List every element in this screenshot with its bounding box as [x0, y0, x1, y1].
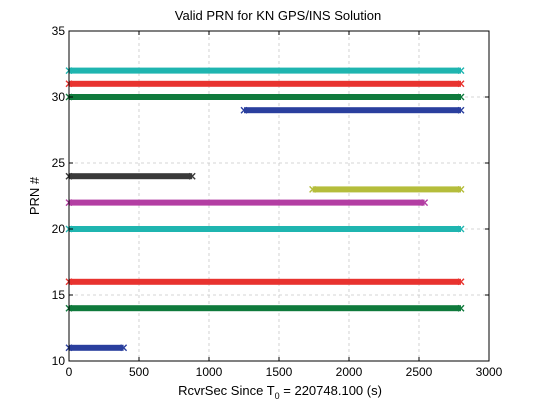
prn-29-end-marker — [457, 106, 465, 114]
prn-29-band — [244, 107, 461, 114]
prn-24-series — [65, 172, 196, 180]
prn-32-series — [65, 67, 465, 75]
prn-30-band — [69, 94, 461, 100]
prn-31-band — [69, 80, 461, 87]
x-tick-label: 2000 — [336, 365, 363, 379]
x-tick-label: 1000 — [196, 365, 223, 379]
prn-20-end-marker — [457, 225, 465, 233]
prn-20-band — [69, 226, 461, 232]
x-axis-label-tail: = 220748.100 (s) — [280, 383, 382, 398]
x-tick-label: 2500 — [406, 365, 433, 379]
prn-29-series — [240, 106, 465, 114]
y-tick-label: 30 — [52, 90, 66, 104]
y-axis-label: PRN # — [27, 176, 42, 215]
y-tick-label: 35 — [52, 24, 66, 38]
prn-24-end-marker — [188, 172, 196, 180]
chart-title: Valid PRN for KN GPS/INS Solution — [175, 8, 381, 23]
prn-24-band — [69, 173, 193, 180]
prn-11-band — [69, 344, 124, 351]
grid-lines — [69, 31, 489, 361]
prn-14-end-marker — [457, 304, 465, 312]
prn-29-start-marker — [240, 106, 248, 114]
x-tick-label: 500 — [129, 365, 149, 379]
prn-32-band — [69, 67, 461, 74]
prn-30-end-marker — [457, 93, 465, 101]
prn-23-end-marker — [457, 185, 465, 193]
x-axis-label-main: RcvrSec Since T — [178, 383, 275, 398]
prn-23-band — [312, 186, 461, 193]
prn-22-series — [65, 199, 429, 207]
prn-14-band — [69, 305, 461, 312]
prn-23-series — [309, 185, 465, 193]
prn-31-series — [65, 80, 465, 88]
x-tick-label: 3000 — [476, 365, 503, 379]
prn-30-series — [65, 93, 465, 101]
prn-22-band — [69, 199, 425, 206]
prn-11-series — [65, 344, 128, 352]
prn-16-series — [65, 278, 465, 286]
prn-16-band — [69, 278, 461, 285]
prn-23-start-marker — [309, 185, 317, 193]
y-tick-label: 10 — [52, 354, 66, 368]
series-group — [65, 67, 465, 352]
y-tick-label: 20 — [52, 222, 66, 236]
x-axis-label-subscript: 0 — [275, 391, 280, 401]
axis-ticks: 0 500 1000 1500 2000 2500 3000 10 15 20 25 30 35 — [52, 24, 503, 379]
x-tick-label: 1500 — [266, 365, 293, 379]
prn-20-series — [65, 225, 465, 233]
prn-31-end-marker — [457, 80, 465, 88]
prn-22-end-marker — [421, 199, 429, 207]
x-tick-label: 0 — [66, 365, 73, 379]
prn-16-end-marker — [457, 278, 465, 286]
x-axis-label: RcvrSec Since T0 = 220748.100 (s) — [178, 383, 382, 401]
y-tick-label: 15 — [52, 288, 66, 302]
prn-11-end-marker — [120, 344, 128, 352]
prn-14-series — [65, 304, 465, 312]
y-tick-label: 25 — [52, 156, 66, 170]
prn-32-end-marker — [457, 67, 465, 75]
